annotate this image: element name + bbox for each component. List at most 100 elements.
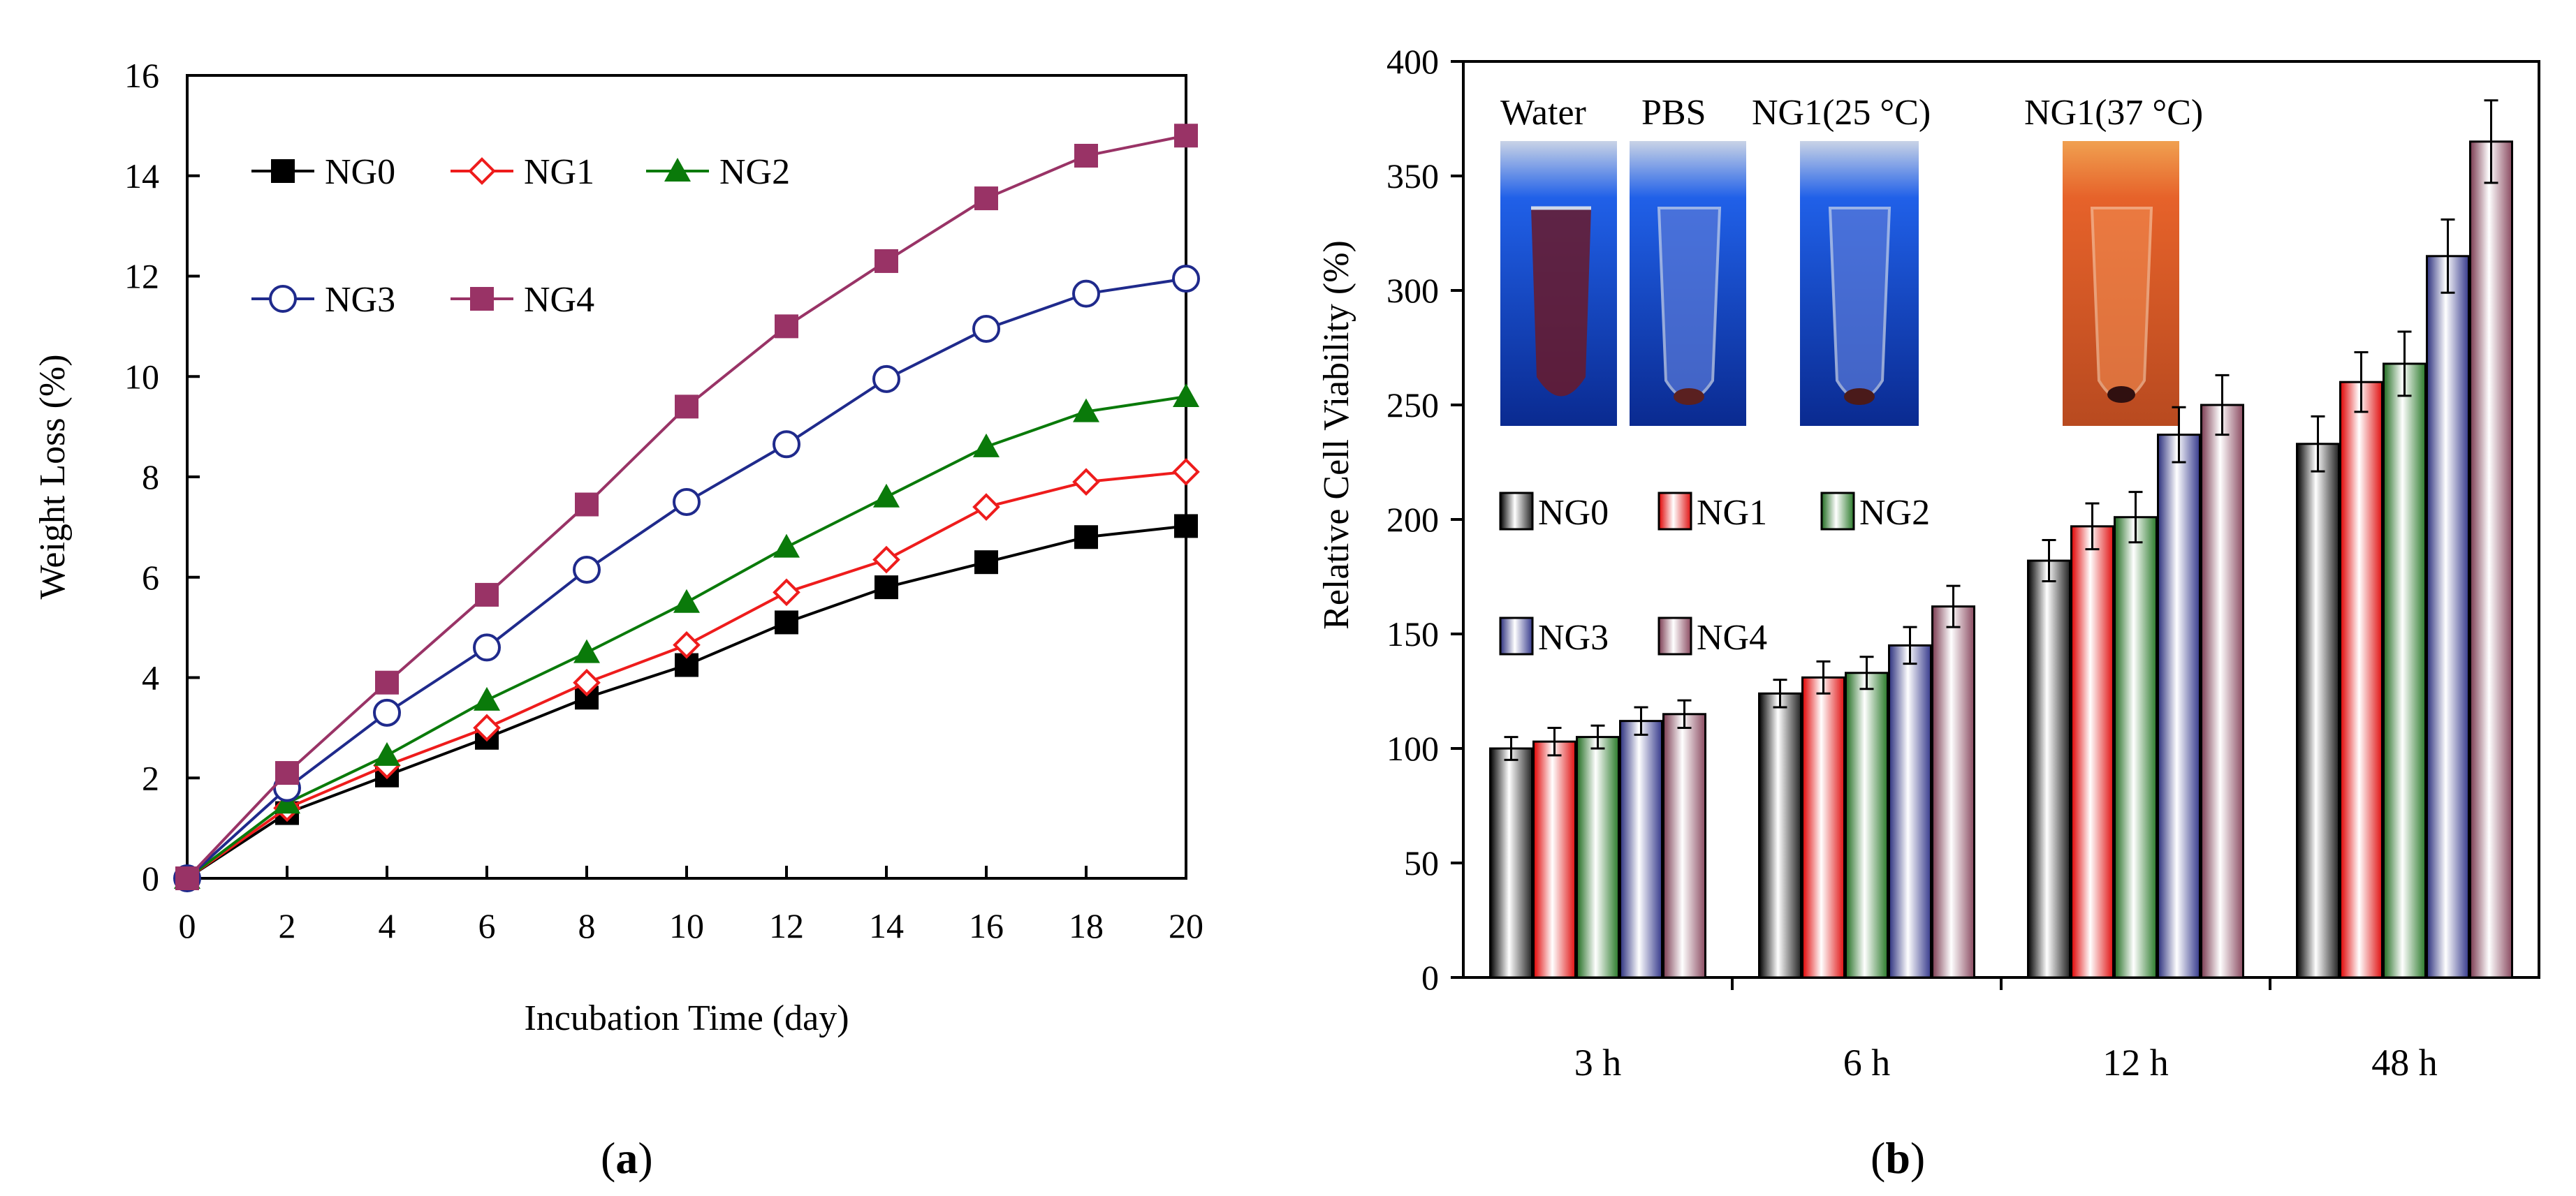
data-point-ng0 xyxy=(974,550,998,575)
panel-b-bar-chart: Water PBS NG1(25 °C) NG1(37 °C) 0 50 100 15… xyxy=(1317,42,2540,1183)
bar-ng4-3-h xyxy=(1662,713,1706,979)
bar-ng2-3-h xyxy=(1576,736,1620,979)
y-tick-label: 2 xyxy=(142,758,159,797)
data-point-ng3 xyxy=(473,633,501,662)
x-category-label: 12 h xyxy=(2102,1042,2169,1084)
data-point-ng2 xyxy=(1173,383,1199,407)
photo-pbs xyxy=(1630,141,1746,426)
bar-ng0-3-h xyxy=(1489,747,1533,979)
panel-b-letter: b xyxy=(1885,1133,1910,1183)
legend-label-ng3: NG3 xyxy=(325,280,395,320)
photo-ng1-37c xyxy=(2063,141,2179,426)
y-tick-label: 300 xyxy=(1386,271,1439,310)
legend-label-ng1: NG1 xyxy=(1697,493,1767,533)
legend-marker-ng3 xyxy=(269,285,297,313)
x-tick-label: 2 xyxy=(279,906,296,945)
photo-label-pbs: PBS xyxy=(1641,93,1706,133)
data-point-ng3 xyxy=(872,364,900,393)
x-tick-label: 6 xyxy=(478,906,496,945)
panel-a-plot-area xyxy=(186,74,1187,880)
x-tick-label: 18 xyxy=(1069,906,1104,945)
data-point-ng0 xyxy=(775,610,798,635)
panel-a-x-axis-title: Incubation Time (day) xyxy=(524,998,849,1038)
panel-b-ticks: 0 50 100 150 200 250 300 350 400 3 h 6 h 12 h 48 h xyxy=(1386,42,2438,1084)
x-tick-label: 14 xyxy=(869,906,904,945)
x-tick-label: 10 xyxy=(669,906,704,945)
legend-label-ng3: NG3 xyxy=(1538,618,1609,658)
data-point-ng3 xyxy=(1172,265,1200,293)
data-point-ng2 xyxy=(474,686,500,711)
inset-photos: Water PBS NG1(25 °C) NG1(37 °C) xyxy=(1500,93,2203,426)
panel-b-legend: NG0 NG1 NG2 NG3 NG4 xyxy=(1499,492,1930,658)
x-tick-label: 4 xyxy=(379,906,396,945)
data-point-ng3 xyxy=(573,555,601,584)
x-category-label: 6 h xyxy=(1843,1042,1891,1084)
legend-label-ng2: NG2 xyxy=(719,152,790,192)
legend-label-ng1: NG1 xyxy=(524,152,594,192)
legend-marker-ng4 xyxy=(470,287,494,311)
data-point-ng1 xyxy=(872,545,900,574)
bar-ng1-48-h xyxy=(2339,381,2383,979)
bar-ng1-12-h xyxy=(2070,525,2114,979)
data-point-ng2 xyxy=(873,483,900,508)
y-tick-label: 4 xyxy=(142,658,159,697)
bar-ng0-6-h xyxy=(1758,692,1802,979)
legend-label-ng4: NG4 xyxy=(524,280,594,320)
legend-swatch-ng0 xyxy=(1499,492,1534,531)
bar-ng4-48-h xyxy=(2469,140,2513,979)
bar-ng2-6-h xyxy=(1845,672,1889,979)
data-point-ng2 xyxy=(1073,398,1099,422)
data-point-ng4 xyxy=(775,314,798,339)
legend-label-ng2: NG2 xyxy=(1859,493,1930,533)
bar-ng1-3-h xyxy=(1532,740,1576,979)
bar-ng2-48-h xyxy=(2383,362,2427,979)
data-point-ng3 xyxy=(373,698,401,727)
x-tick-label: 16 xyxy=(969,906,1004,945)
photo-label-ng1-37c: NG1(37 °C) xyxy=(2024,93,2203,133)
panel-a-line-chart: 0 2 4 6 8 10 12 14 16 18 20 0 2 4 6 8 10 12 14 16 NG0 NG1 NG2… xyxy=(33,56,1203,1183)
photo-label-ng1-25c: NG1(25 °C) xyxy=(1752,93,1931,133)
photo-ng1-25c xyxy=(1800,141,1919,426)
data-point-ng1 xyxy=(1072,468,1100,496)
data-point-ng0 xyxy=(874,575,898,600)
data-point-ng4 xyxy=(675,394,698,419)
bar-ng2-12-h xyxy=(2114,516,2158,979)
data-point-ng1 xyxy=(972,493,1000,521)
y-tick-label: 0 xyxy=(142,859,159,898)
y-tick-label: 100 xyxy=(1386,729,1439,768)
bar-ng3-3-h xyxy=(1619,720,1663,979)
legend-swatch-ng2 xyxy=(1820,492,1855,531)
data-point-ng4 xyxy=(375,670,399,695)
x-tick-label: 12 xyxy=(769,906,804,945)
panel-a-series xyxy=(173,124,1200,892)
panel-a-legend: NG0 NG1 NG2 NG3 NG4 xyxy=(251,152,790,320)
data-point-ng0 xyxy=(1174,514,1198,538)
data-point-ng4 xyxy=(1074,144,1098,168)
y-tick-label: 150 xyxy=(1386,614,1439,654)
data-point-ng4 xyxy=(275,761,299,785)
data-point-ng4 xyxy=(1174,124,1198,148)
legend-marker-ng2 xyxy=(664,158,691,182)
x-category-label: 3 h xyxy=(1574,1042,1622,1084)
data-point-ng4 xyxy=(575,492,599,517)
bar-ng4-6-h xyxy=(1931,605,1975,979)
y-tick-label: 10 xyxy=(124,357,159,396)
legend-swatch-ng1 xyxy=(1657,492,1692,531)
legend-label-ng0: NG0 xyxy=(1538,493,1609,533)
legend-marker-ng1 xyxy=(468,157,496,185)
y-tick-label: 14 xyxy=(124,156,159,195)
data-point-ng1 xyxy=(773,578,800,607)
y-tick-label: 50 xyxy=(1404,843,1439,883)
data-point-ng3 xyxy=(673,487,701,516)
data-point-ng1 xyxy=(473,714,501,742)
data-point-ng2 xyxy=(773,533,800,558)
data-point-ng3 xyxy=(773,430,800,459)
panel-b-label: (b) xyxy=(1871,1133,1925,1183)
bar-ng3-6-h xyxy=(1888,644,1932,979)
data-point-ng2 xyxy=(673,589,700,613)
x-tick-label: 20 xyxy=(1169,906,1203,945)
x-tick-label: 0 xyxy=(179,906,196,945)
y-tick-label: 6 xyxy=(142,558,159,597)
bar-ng4-12-h xyxy=(2200,404,2244,979)
data-point-ng4 xyxy=(475,582,499,607)
